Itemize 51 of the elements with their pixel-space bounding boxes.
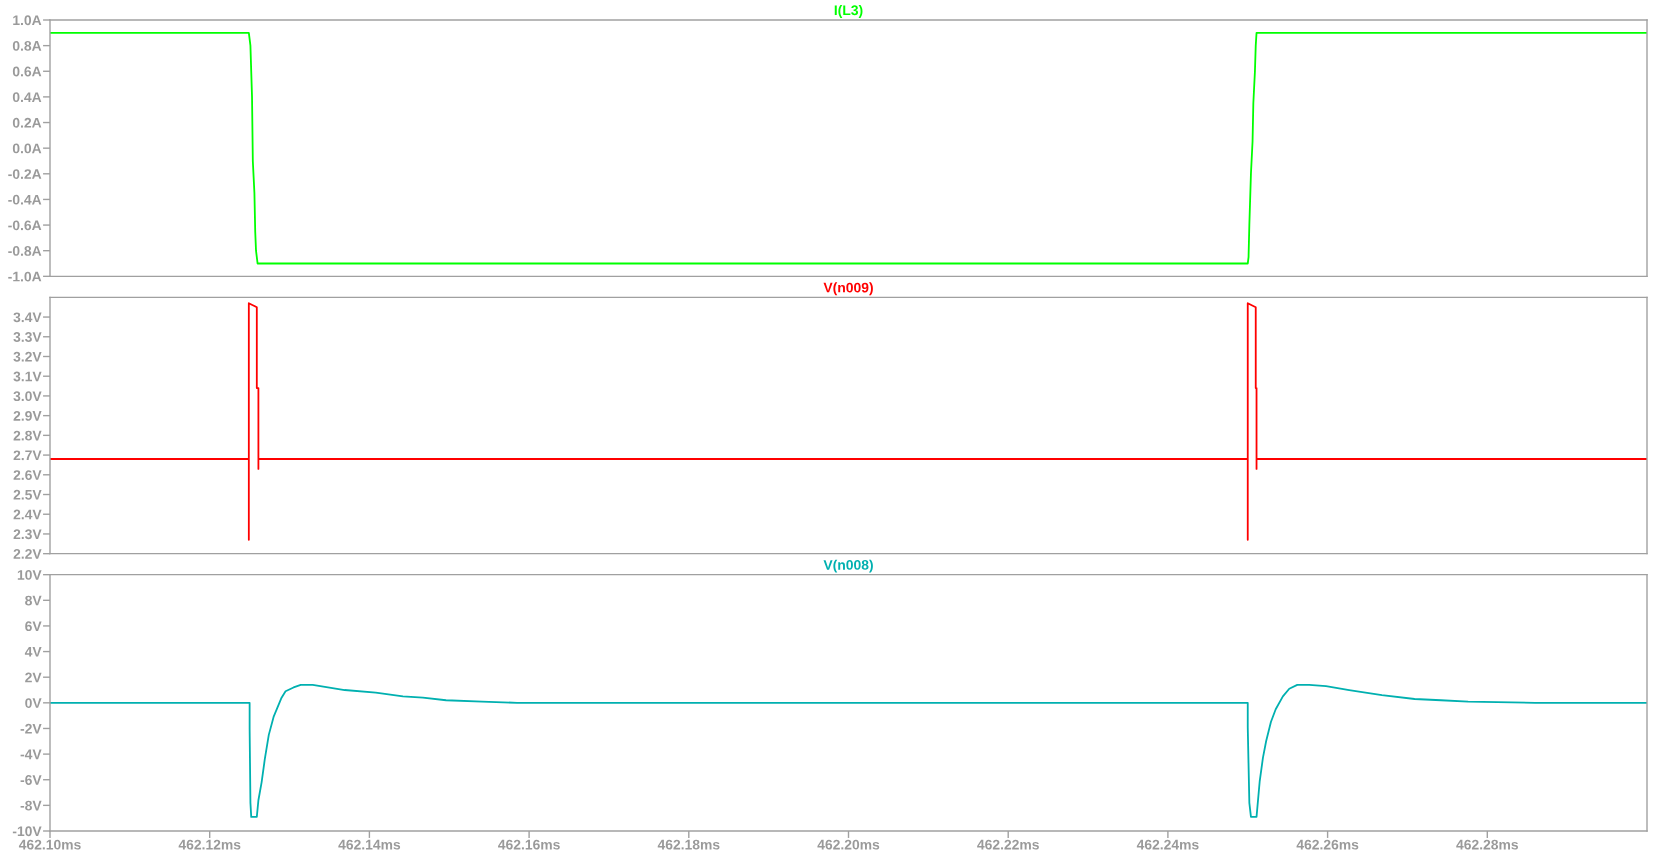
y-tick-label: -0.2A [8,169,42,179]
y-tick-label: -0.6A [8,220,42,231]
x-tick-label: 462.22ms [977,839,1039,850]
y-tick-label: 3.4V [13,312,42,323]
y-tick-label: 10V [17,570,42,580]
y-tick-label: 3.1V [13,371,42,382]
y-tick-label: 2.4V [13,509,42,520]
y-tick-label: 1.0A [13,15,42,26]
text: I(L3) [834,4,863,18]
x-tick-label: 462.14ms [338,839,401,850]
y-tick-label: 6V [25,621,42,632]
y-tick-label: 0.2A [12,117,42,128]
y-tick-label: 0.0A [12,143,42,154]
x-tick-label: 462.28ms [1456,839,1519,850]
x-tick-label: 462.20ms [817,839,880,850]
y-tick-label: 0.8A [12,40,42,51]
y-tick-label: -6V [20,775,42,785]
x-tick-label: 462.16ms [498,839,560,850]
y-tick-label: -4V [20,749,42,760]
x-tick-label: 462.18ms [657,839,720,850]
y-tick-label: -0.8A [8,246,42,256]
y-tick-label: 3.2V [13,351,42,362]
y-tick-label: -1.0A [8,271,42,282]
x-tick-label: 462.12ms [178,839,241,850]
y-tick-label: 2.9V [13,410,42,421]
y-tick-label: 0V [25,698,42,708]
text: V(n009) [823,282,873,296]
line-series [50,683,1647,818]
y-tick-label: 8V [25,595,42,606]
y-tick-label: 2.3V [13,529,42,540]
x-tick-label: 462.26ms [1296,839,1359,850]
line-series [50,31,1647,265]
y-tick-label: 3.0V [13,391,42,402]
x-tick-label: 462.10ms [18,839,81,850]
y-tick-label: -2V [20,723,42,734]
y-tick-label: 2.5V [13,489,42,500]
y-tick-label: 2.6V [13,470,42,480]
y-tick-label: 4V [24,647,42,657]
x-tick-label: 462.24ms [1136,839,1199,850]
text: V(n008) [823,559,873,573]
y-tick-label: -0.4A [8,194,42,205]
y-tick-label: 0.4A [12,92,42,103]
y-tick-label: 0.6A [12,66,42,77]
line-series [50,302,1647,541]
y-tick-label: 3.3V [13,332,42,342]
y-tick-label: 2.2V [13,549,42,559]
y-tick-label: 2V [25,672,42,683]
y-tick-label: 2.7V [13,450,42,461]
y-tick-label: -8V [20,800,42,811]
y-tick-label: 2.8V [13,430,42,441]
y-tick-label: -10V [12,826,42,837]
